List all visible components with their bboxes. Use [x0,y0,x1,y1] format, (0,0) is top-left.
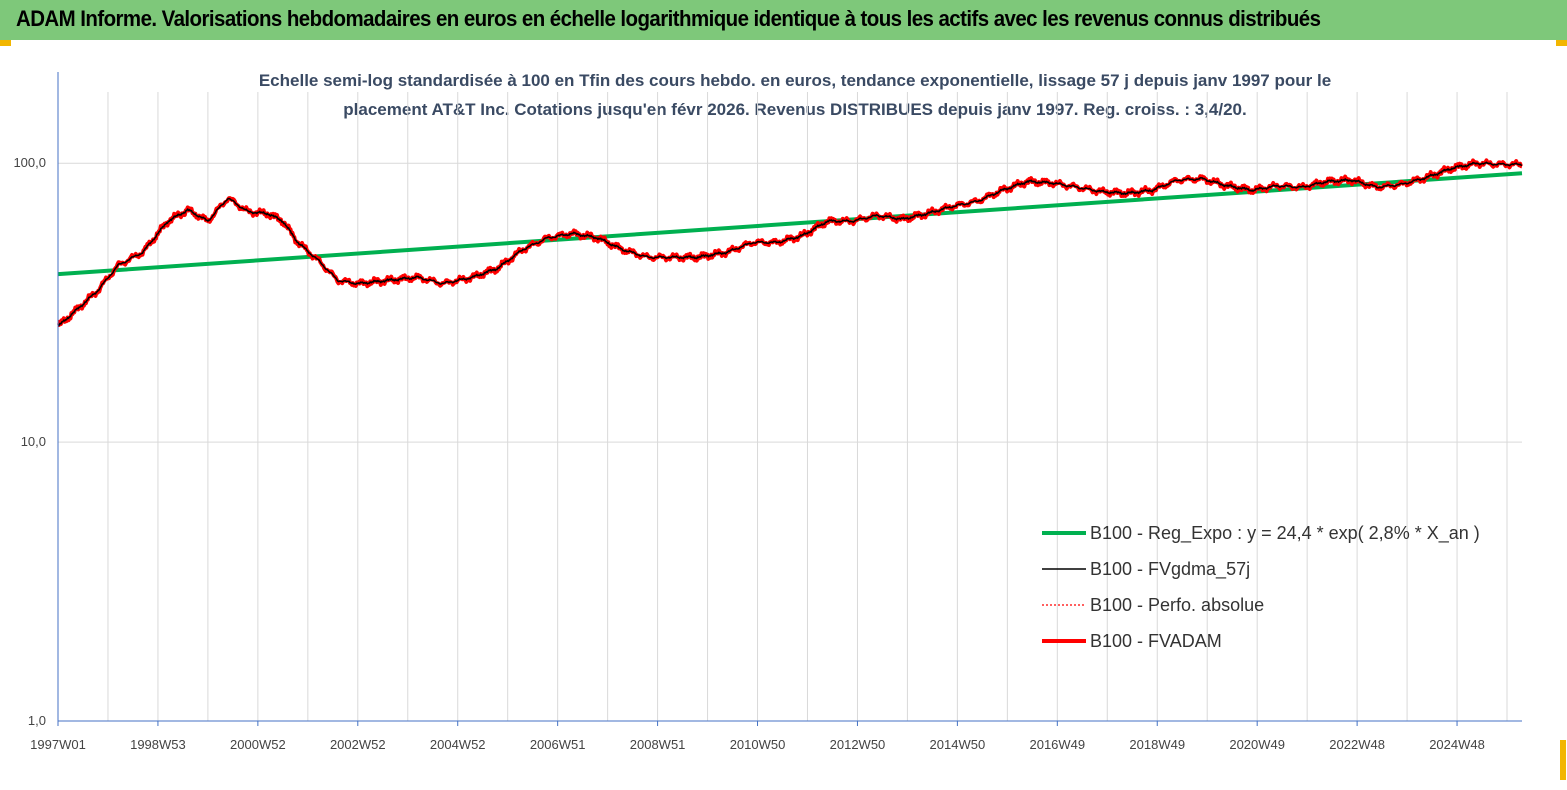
x-tick-label: 2014W50 [930,737,986,752]
x-tick-label: 2020W49 [1229,737,1285,752]
x-tick-label: 2018W49 [1129,737,1185,752]
x-tick-label: 2024W48 [1429,737,1485,752]
series-line-3 [57,158,1523,328]
y-tick-label: 100,0 [13,155,46,170]
legend-label: B100 - Reg_Expo : y = 24,4 * exp( 2,8% *… [1090,523,1480,544]
y-tick-label: 1,0 [28,713,46,728]
vertical-gridlines [107,92,1508,721]
axes [57,72,1522,726]
x-tick-label: 2000W52 [230,737,286,752]
x-tick-label: 2010W50 [730,737,786,752]
banner-title: ADAM Informe. Valorisations hebdomadaire… [16,6,1321,31]
legend-label: B100 - FVADAM [1090,631,1222,651]
x-tick-label: 2016W49 [1029,737,1085,752]
x-tick-label: 2002W52 [330,737,386,752]
y-tick-label: 10,0 [21,434,46,449]
corner-mark-bottom-right [1560,740,1566,780]
horizontal-gridlines [58,162,1522,722]
corner-mark-top-right [1556,40,1567,46]
chart-title-line-2: placement AT&T Inc. Cotations jusqu'en f… [343,100,1247,119]
header-banner: ADAM Informe. Valorisations hebdomadaire… [0,0,1567,40]
y-axis-labels: 1,0 10,0 100,0 [13,155,46,728]
x-tick-label: 2006W51 [530,737,586,752]
x-tick-label: 2012W50 [830,737,886,752]
x-tick-label: 1998W53 [130,737,186,752]
x-axis-labels: 1997W01 1998W53 2000W52 2002W52 2004W52 2006W… [30,737,1485,752]
x-tick-label: 2022W48 [1329,737,1385,752]
series-line-0 [57,171,1523,277]
chart-title-line-1: Echelle semi-log standardisée à 100 en T… [258,71,1332,90]
x-tick-label: 2004W52 [430,737,486,752]
x-tick-label: 1997W01 [30,737,86,752]
legend: B100 - Reg_Expo : y = 24,4 * exp( 2,8% *… [1042,523,1480,651]
chart-title: Echelle semi-log standardisée à 100 en T… [60,66,1530,124]
x-tick-label: 2008W51 [630,737,686,752]
legend-label: B100 - Perfo. absolue [1090,595,1264,615]
series-layer [57,158,1523,328]
legend-label: B100 - FVgdma_57j [1090,559,1250,580]
corner-mark-top-left [0,40,11,46]
series-line-1 [57,161,1523,327]
